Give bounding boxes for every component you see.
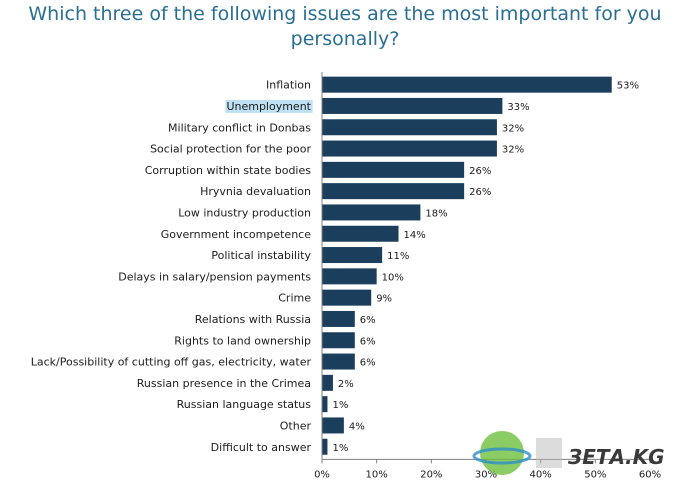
bar	[322, 204, 421, 221]
bar	[322, 183, 465, 200]
bar	[322, 225, 399, 242]
bar	[322, 76, 612, 93]
bar	[322, 140, 497, 157]
x-tick-label: 30%	[475, 469, 497, 480]
bar	[322, 374, 333, 391]
category-label: Social protection for the poor	[150, 143, 311, 156]
x-tick-label: 40%	[530, 469, 552, 480]
category-label: Inflation	[266, 79, 311, 92]
category-label: Unemployment	[226, 100, 311, 113]
category-label: Russian presence in the Crimea	[137, 377, 311, 390]
category-label: Russian language status	[177, 398, 312, 411]
value-label: 6%	[360, 336, 376, 347]
category-label: Relations with Russia	[195, 313, 311, 326]
x-tick-label: 60%	[639, 469, 661, 480]
category-label: Corruption within state bodies	[145, 164, 312, 177]
bar	[322, 438, 328, 455]
x-tick-label: 0%	[314, 469, 330, 480]
category-label: Political instability	[211, 249, 311, 262]
x-tick-label: 20%	[420, 469, 442, 480]
watermark-logo: ЗЕТА.KG	[472, 431, 665, 475]
bar	[322, 353, 355, 370]
category-label: Difficult to answer	[211, 441, 312, 454]
value-label: 6%	[360, 358, 376, 369]
bar	[322, 417, 344, 434]
value-label: 53%	[617, 81, 639, 92]
value-label: 32%	[502, 123, 524, 134]
category-label: Military conflict in Donbas	[168, 121, 311, 134]
value-label: 26%	[469, 166, 491, 177]
category-label: Crime	[278, 292, 311, 305]
value-label: 4%	[349, 421, 365, 432]
value-label: 32%	[502, 145, 524, 156]
category-label: Government incompetence	[161, 228, 311, 241]
bar	[322, 289, 372, 306]
bar	[322, 332, 355, 349]
text-selection-highlight	[225, 99, 313, 113]
bar	[322, 97, 503, 114]
bar	[322, 119, 497, 136]
value-label: 14%	[404, 230, 426, 241]
value-label: 9%	[376, 294, 392, 305]
value-label: 1%	[332, 400, 348, 411]
x-tick-label: 50%	[584, 469, 606, 480]
category-label: Hryvnia devaluation	[200, 185, 311, 198]
value-label: 6%	[360, 315, 376, 326]
x-tick-label: 10%	[366, 469, 388, 480]
bar	[322, 268, 377, 285]
value-label: 33%	[507, 102, 529, 113]
value-label: 26%	[469, 187, 491, 198]
category-label: Lack/Possibility of cutting off gas, ele…	[31, 356, 312, 369]
bar	[322, 310, 355, 327]
value-label: 11%	[387, 251, 409, 262]
category-label: Rights to land ownership	[174, 334, 311, 347]
value-label: 10%	[382, 272, 404, 283]
value-label: 18%	[425, 208, 447, 219]
bar	[322, 161, 465, 178]
category-label: Other	[280, 419, 312, 432]
bar	[322, 396, 328, 413]
bar	[322, 247, 383, 264]
category-label: Low industry production	[178, 206, 311, 219]
chart-title: Which three of the following issues are …	[28, 3, 662, 50]
category-label: Delays in salary/pension payments	[118, 270, 311, 283]
watermark-text: ЗЕТА.KG	[567, 445, 665, 469]
value-label: 2%	[338, 379, 354, 390]
value-label: 1%	[332, 443, 348, 454]
